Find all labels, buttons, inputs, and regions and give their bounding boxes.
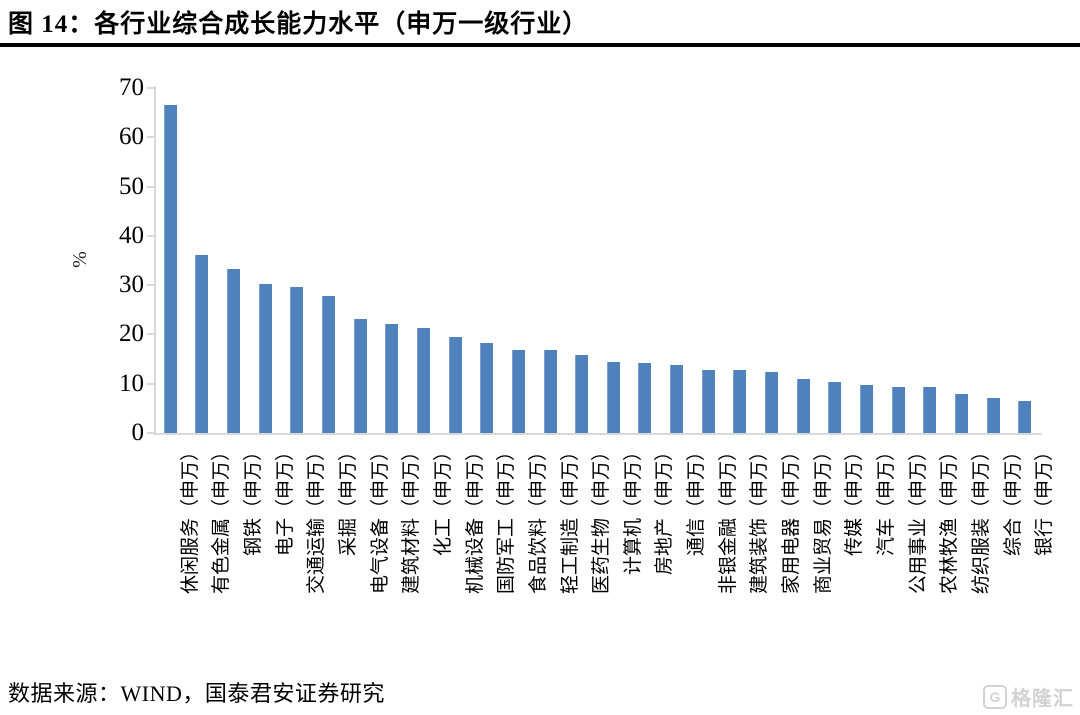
chart-bar-4	[258, 283, 272, 433]
chart-bar-28	[1018, 401, 1032, 433]
x-tick-label-5: 交通运输（申万）	[306, 442, 328, 595]
chart-bar-16	[638, 362, 652, 433]
y-tick-label: 0	[131, 419, 145, 446]
chart-bar-19	[733, 370, 747, 433]
y-tick-mark	[147, 382, 154, 385]
x-tick-label-25: 农林牧渔（申万）	[939, 442, 961, 595]
chart-bar-9	[416, 328, 430, 433]
chart-bar-14	[575, 354, 589, 433]
chart-bar-13	[543, 350, 557, 433]
x-tick-label-10: 机械设备（申万）	[464, 442, 486, 595]
y-tick-label: 60	[119, 123, 144, 151]
y-tick-label: 10	[119, 369, 144, 397]
y-tick-mark	[147, 136, 154, 139]
chart-bar-26	[954, 394, 968, 433]
chart-bar-23	[859, 384, 873, 433]
chart-bar-27	[986, 397, 1000, 433]
x-tick-label-15: 计算机（申万）	[622, 442, 644, 576]
x-tick-label-3: 钢铁（申万）	[243, 442, 265, 557]
chart-bar-17	[670, 364, 684, 433]
x-tick-label-26: 纺织服装（申万）	[970, 442, 992, 595]
x-tick-label-13: 轻工制造（申万）	[559, 442, 581, 595]
y-tick-label: 30	[119, 271, 144, 299]
y-tick-label: 20	[119, 320, 144, 348]
x-tick-label-4: 电子（申万）	[274, 442, 296, 557]
y-tick-mark	[147, 284, 154, 287]
chart-bar-24	[891, 386, 905, 433]
chart-bar-6	[322, 296, 336, 433]
y-tick-mark	[147, 185, 154, 188]
watermark: G 格隆汇	[983, 682, 1074, 711]
x-tick-label-7: 电气设备（申万）	[369, 442, 391, 595]
chart-bar-11	[480, 342, 494, 433]
chart-bar-22	[828, 381, 842, 433]
gelonghui-logo-icon: G	[983, 684, 1007, 709]
x-tick-label-21: 商业贸易（申万）	[812, 442, 834, 595]
x-tick-label-27: 综合（申万）	[1002, 442, 1024, 557]
chart-bar-10	[448, 337, 462, 433]
chart-bar-8	[385, 323, 399, 433]
x-tick-label-8: 建筑材料（申万）	[401, 442, 423, 595]
chart-bar-2	[195, 255, 209, 433]
chart-bar-5	[290, 286, 304, 433]
y-axis-title: %	[68, 251, 91, 268]
y-tick-mark	[147, 432, 154, 434]
x-axis-line	[154, 433, 1042, 435]
x-tick-label-24: 公用事业（申万）	[907, 442, 929, 595]
x-tick-label-23: 汽车（申万）	[875, 442, 897, 557]
watermark-brand-text: 格隆汇	[1011, 688, 1074, 710]
chart-bar-25	[923, 387, 937, 433]
y-tick-mark	[147, 333, 154, 336]
title-divider-rule	[0, 43, 1080, 47]
y-axis-line	[154, 86, 156, 435]
chart-bar-18	[701, 369, 715, 433]
figure-title: 图 14：各行业综合成长能力水平（申万一级行业）	[8, 11, 589, 38]
chart-bar-15	[606, 362, 620, 433]
chart-bar-12	[511, 349, 525, 433]
x-tick-label-14: 医药生物（申万）	[591, 442, 613, 595]
x-tick-label-28: 银行（申万）	[1034, 442, 1056, 557]
y-tick-label: 40	[119, 221, 144, 249]
chart-bar-20	[765, 372, 779, 433]
y-tick-mark	[147, 234, 154, 237]
x-tick-label-11: 国防军工（申万）	[496, 442, 518, 595]
x-tick-label-22: 传媒（申万）	[844, 442, 866, 557]
chart-bar-1	[163, 105, 177, 433]
x-tick-label-17: 通信（申万）	[686, 442, 708, 557]
x-tick-label-9: 化工（申万）	[432, 442, 454, 557]
y-tick-mark	[147, 87, 154, 89]
x-tick-label-20: 家用电器（申万）	[781, 442, 803, 595]
data-source-note: 数据来源：WIND，国泰君安证券研究	[8, 681, 385, 706]
chart-bar-7	[353, 318, 367, 433]
chart-bar-3	[227, 269, 241, 433]
x-tick-label-18: 非银金融（申万）	[717, 442, 739, 595]
y-tick-label: 50	[119, 172, 144, 200]
x-tick-label-12: 食品饮料（申万）	[527, 442, 549, 595]
x-tick-label-2: 有色金属（申万）	[211, 442, 233, 595]
x-tick-label-19: 建筑装饰（申万）	[749, 442, 771, 595]
y-tick-label: 70	[119, 74, 144, 101]
chart-bar-21	[796, 379, 810, 433]
x-tick-label-16: 房地产（申万）	[654, 442, 676, 576]
x-tick-label-1: 休闲服务（申万）	[179, 442, 201, 595]
x-tick-label-6: 采掘（申万）	[338, 442, 360, 557]
